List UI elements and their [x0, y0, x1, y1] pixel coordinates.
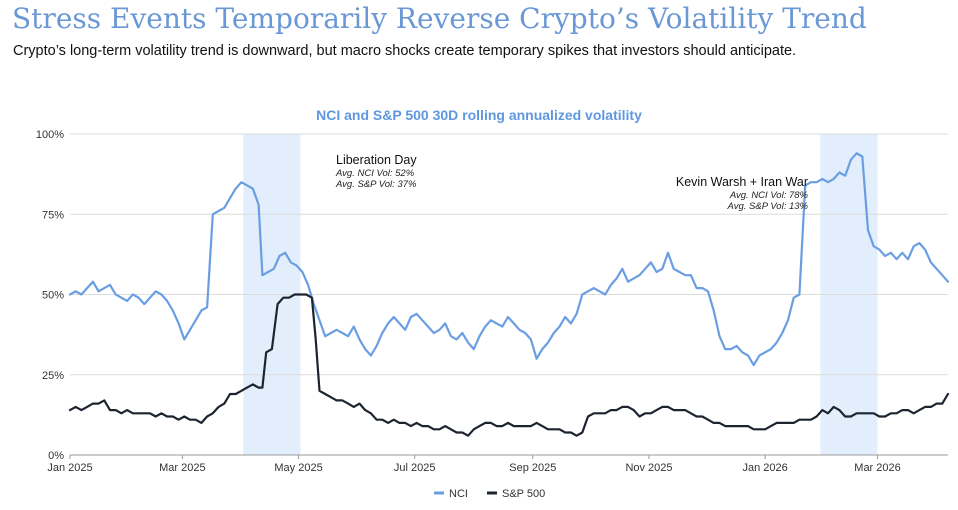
- x-tick-label: Jul 2025: [394, 462, 436, 474]
- annotation-detail: Avg. S&P Vol: 13%: [727, 201, 809, 212]
- annotation-detail: Avg. NCI Vol: 52%: [335, 168, 415, 179]
- series-lines: [68, 152, 950, 437]
- x-tick-label: Sep 2025: [509, 462, 556, 474]
- y-axis-ticks: 0% 25% 50% 75% 100%: [36, 129, 64, 462]
- y-tick-label: 0%: [48, 450, 64, 462]
- legend-label: S&P 500: [502, 488, 545, 500]
- y-tick-label: 25%: [42, 370, 64, 382]
- chart-title: NCI and S&P 500 30D rolling annualized v…: [316, 107, 642, 123]
- y-tick-label: 75%: [42, 209, 64, 221]
- x-tick-label: Jan 2025: [47, 462, 92, 474]
- legend: NCI S&P 500: [434, 488, 545, 500]
- legend-label: NCI: [449, 488, 468, 500]
- x-axis-ticks: Jan 2025 Mar 2025 May 2025 Jul 2025 Sep 2025…: [47, 455, 901, 474]
- series-line-s-p-500: [68, 293, 950, 437]
- x-tick-label: Mar 2026: [854, 462, 900, 474]
- y-tick-label: 50%: [42, 290, 64, 302]
- page-subtitle: Crypto’s long-term volatility trend is d…: [13, 43, 797, 59]
- annotation-title: Liberation Day: [336, 153, 417, 167]
- series-line-nci: [68, 152, 950, 367]
- page-title: Stress Events Temporarily Reverse Crypto…: [12, 2, 867, 35]
- annotation-detail: Avg. NCI Vol: 78%: [729, 190, 809, 201]
- x-tick-label: May 2025: [274, 462, 322, 474]
- x-tick-label: Mar 2025: [159, 462, 205, 474]
- gridlines: [70, 133, 948, 456]
- annotation-title: Kevin Warsh + Iran War: [676, 175, 808, 189]
- x-tick-label: Nov 2025: [625, 462, 672, 474]
- x-tick-label: Jan 2026: [743, 462, 788, 474]
- y-tick-label: 100%: [36, 129, 64, 141]
- annotation-detail: Avg. S&P Vol: 37%: [335, 179, 417, 190]
